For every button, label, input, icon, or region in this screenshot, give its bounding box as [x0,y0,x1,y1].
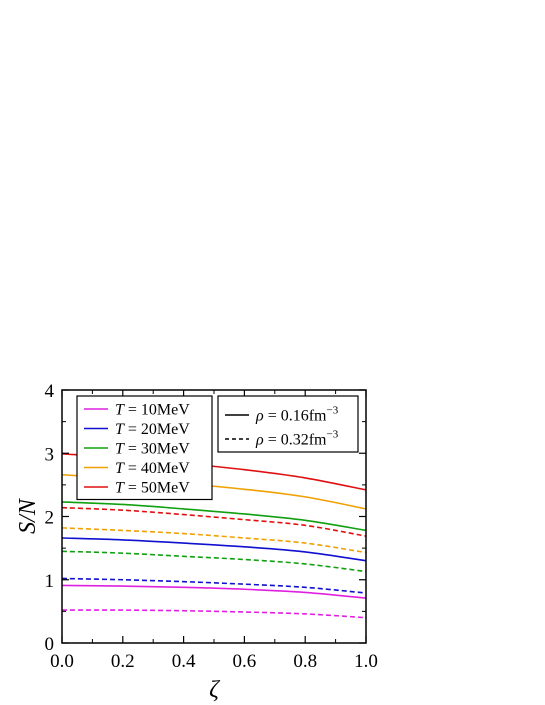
series-line-20MeV-rho-0.16 [61,537,367,562]
series-line-40MeV-rho-0.32 [61,527,367,554]
legend-temperature: T = 10MeV T = 20MeV T = 30MeV T = 40MeV T = … [76,395,213,501]
x-axis-label: ζ [209,677,221,703]
series-line-10MeV-rho-0.32 [61,609,367,619]
legend-density: ρ = 0.16fm−3 ρ = 0.32fm−3 [217,395,359,453]
legend-label-= 40MeV: T = 40MeV [115,460,190,477]
x-tick-label: 0.4 [172,651,196,672]
y-tick-label: 2 [45,508,55,529]
y-tick-label: 3 [45,444,55,465]
y-tick-label: 1 [45,571,55,592]
legend-label-= 20MeV: T = 20MeV [115,421,190,438]
y-axis-label: S/N [15,497,41,534]
x-tick-label: 0.8 [293,651,317,672]
series-line-30MeV-rho-0.32 [61,550,367,573]
x-tick-label: 0.2 [111,651,135,672]
legend-label-= 50MeV: T = 50MeV [115,480,190,497]
legend-density-box [217,395,359,453]
y-tick-label: 4 [45,381,55,402]
series-line-30MeV-rho-0.16 [61,501,367,532]
series-line-10MeV-rho-0.16 [61,584,367,599]
legend-label-= 30MeV: T = 30MeV [115,441,190,458]
ticks-layer: 0.0 0.2 0.4 0.6 0.8 1.0 0 1 2 3 4 [45,381,378,672]
series-line-50MeV-rho-0.32 [61,506,367,537]
legend-label-= 10MeV: T = 10MeV [115,402,190,419]
legend-label-solid: ρ = 0.16fm−3 [255,405,339,425]
y-tick-label: 0 [45,634,55,655]
x-tick-label: 1.0 [354,651,378,672]
legend-label-dashed: ρ = 0.32fm−3 [255,429,339,449]
series-line-20MeV-rho-0.32 [61,577,367,594]
x-tick-label: 0.6 [233,651,257,672]
x-tick-label: 0.0 [50,651,74,672]
